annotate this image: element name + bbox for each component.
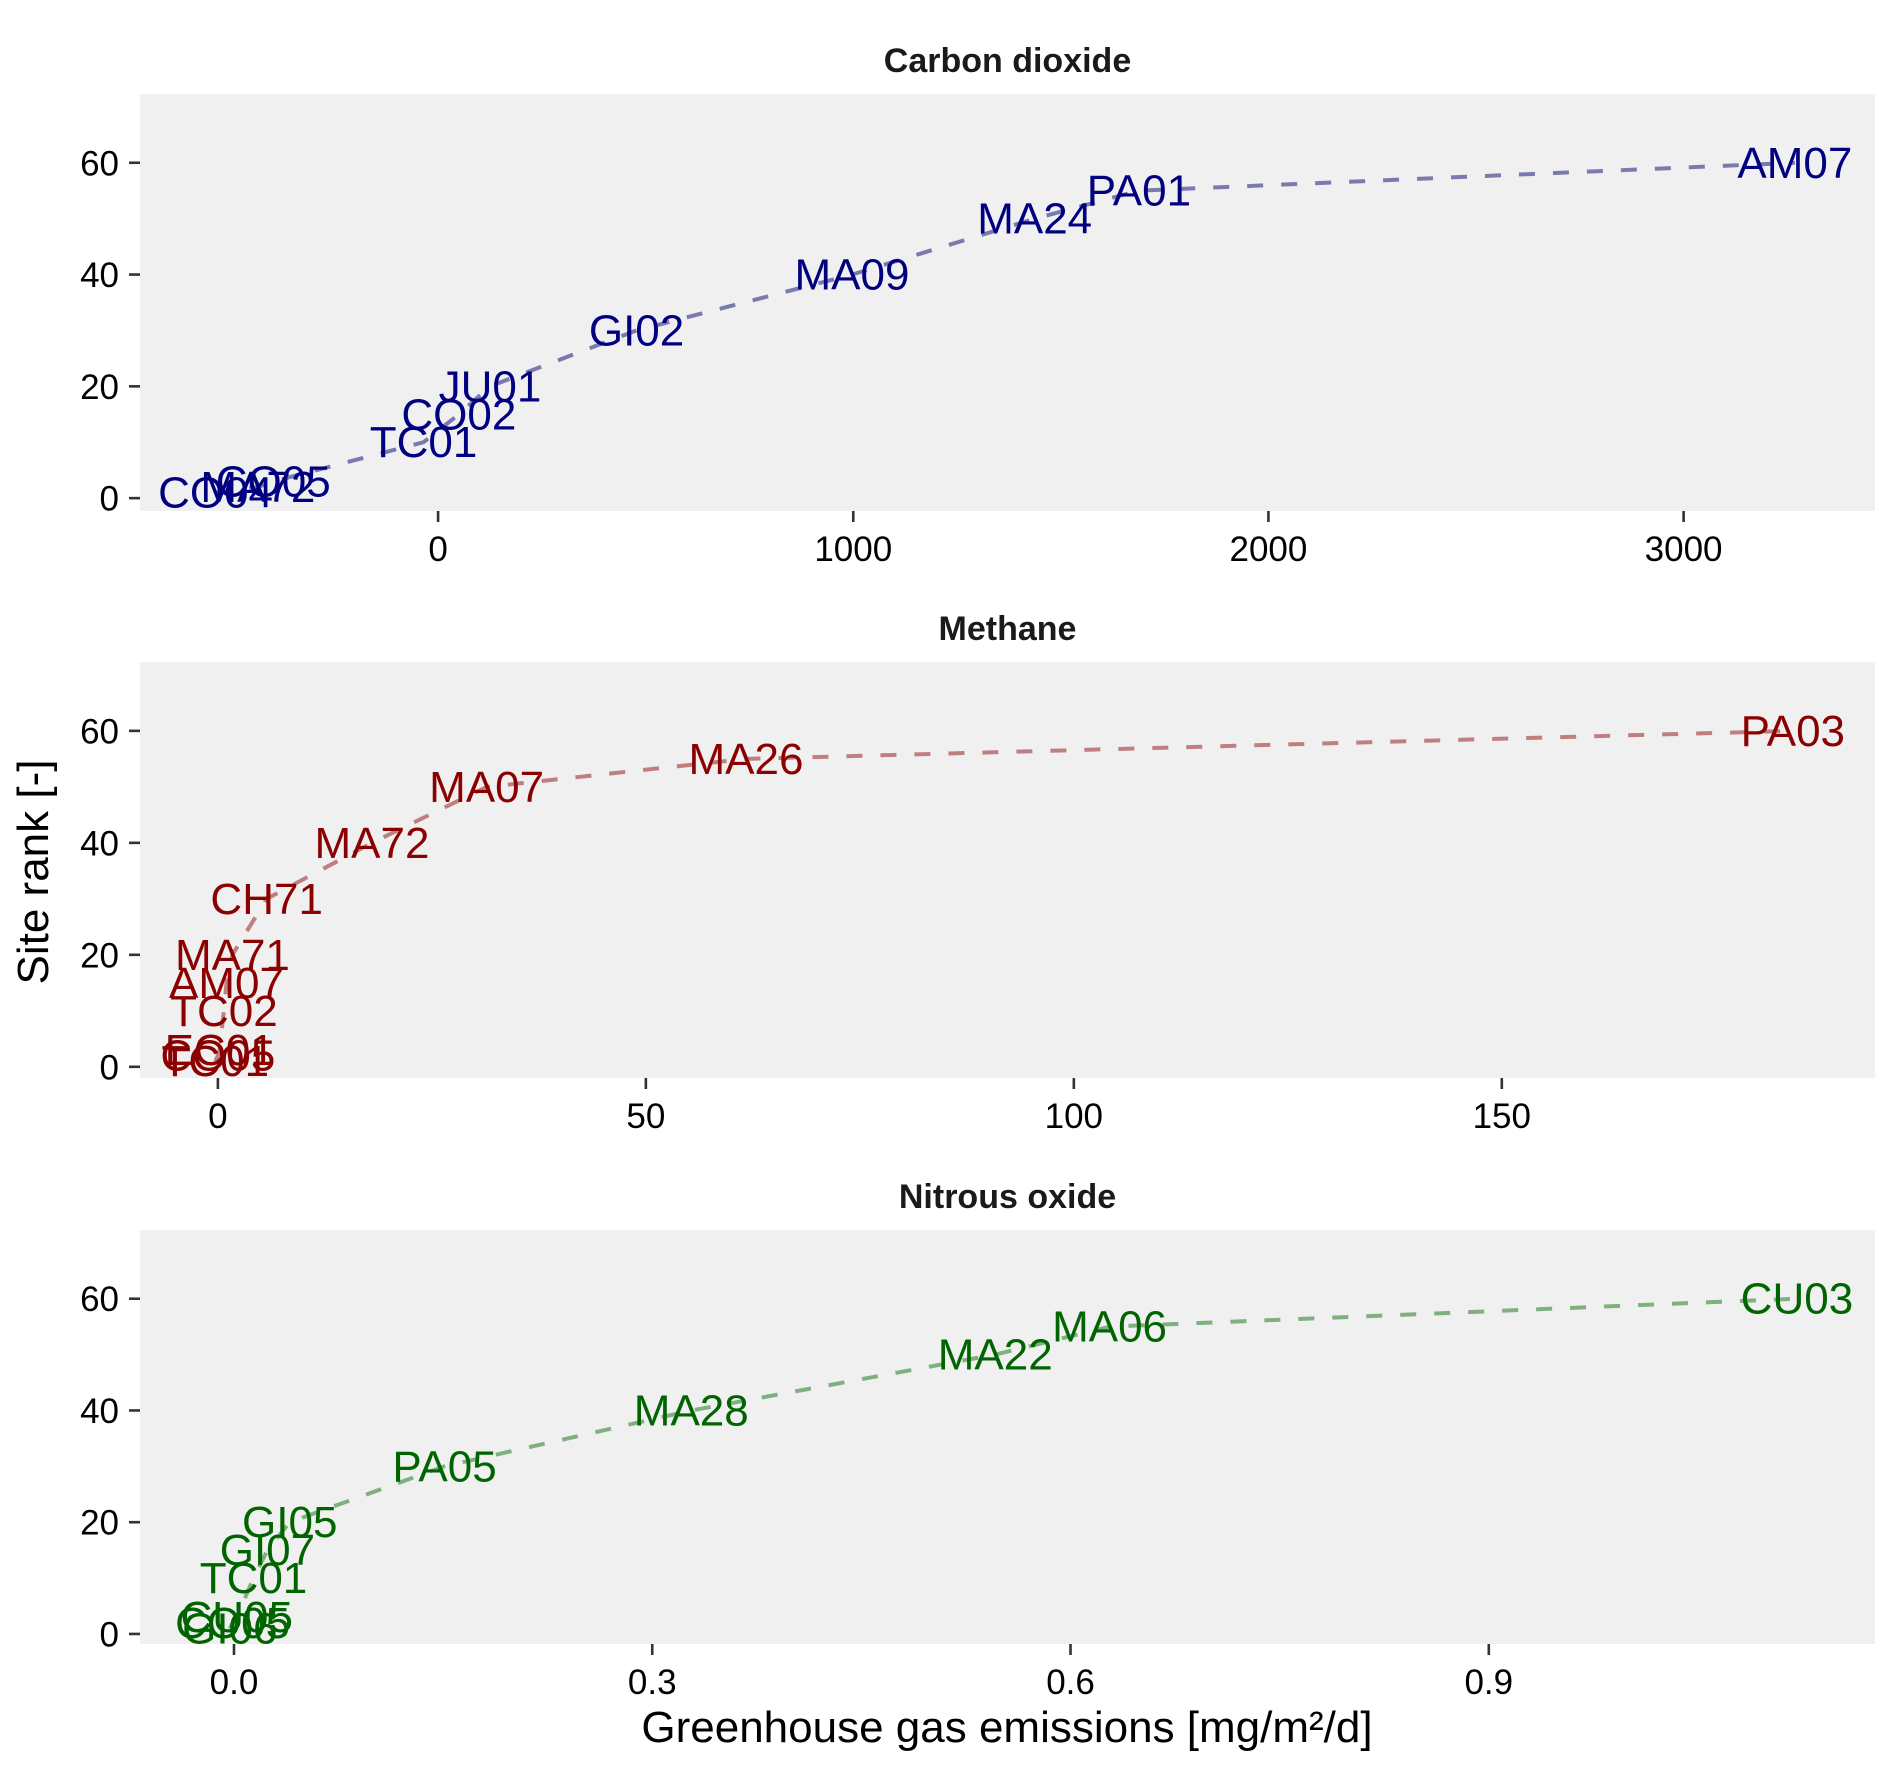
panel-background-co2 (140, 94, 1875, 511)
point-label: MA28 (634, 1386, 749, 1435)
point-label: CH71 (210, 875, 323, 924)
y-axis-title: Site rank [-] (9, 760, 58, 985)
x-tick-label: 0.9 (1464, 1663, 1513, 1702)
y-tick-label: 20 (80, 368, 119, 407)
panel-background-n2o (140, 1230, 1875, 1644)
point-label: TC01 (162, 1037, 270, 1086)
x-tick-label: 3000 (1645, 530, 1723, 569)
x-tick-label: 0.3 (628, 1663, 677, 1702)
y-tick-label: 20 (80, 936, 119, 975)
point-label: GI07 (220, 1526, 315, 1575)
y-tick-label: 60 (80, 144, 119, 183)
panel-title-n2o: Nitrous oxide (899, 1178, 1116, 1216)
point-label: GI02 (589, 306, 684, 355)
point-label: PA03 (1741, 707, 1845, 756)
point-label: CO05 (175, 1599, 290, 1648)
facet-panel-ch4: Methane 0 20 40 60 0 50 100 150 TC01CO05EC01TC02… (80, 610, 1875, 1136)
point-label: PA01 (1087, 167, 1191, 216)
point-label: CO05 (216, 457, 331, 506)
point-label: GI06 (182, 1604, 277, 1653)
point-label: MA07 (429, 763, 544, 812)
x-tick-label: 0.6 (1046, 1663, 1095, 1702)
point-label: CO04 (158, 469, 273, 518)
x-tick-label: 1000 (814, 530, 892, 569)
y-tick-label: 0 (100, 480, 119, 519)
point-label: CO02 (401, 390, 516, 439)
point-label: CU05 (181, 1593, 294, 1642)
y-tick-label: 20 (80, 1504, 119, 1543)
point-label: AM07 (169, 959, 284, 1008)
y-tick-label: 0 (100, 1048, 119, 1087)
series-line-ch4 (213, 728, 1793, 1063)
y-tick-label: 60 (80, 712, 119, 751)
point-label: MA71 (175, 931, 290, 980)
panel-title-co2: Carbon dioxide (884, 42, 1131, 80)
point-label: EC01 (165, 1026, 275, 1075)
y-tick-label: 0 (100, 1615, 119, 1654)
point-label: TC02 (170, 987, 278, 1036)
point-label: CO05 (160, 1032, 275, 1081)
x-tick-label: 150 (1473, 1097, 1531, 1136)
point-label: CU03 (1741, 1275, 1854, 1324)
point-label: TC01 (370, 418, 478, 467)
point-label: MA26 (689, 735, 804, 784)
point-label: MA24 (977, 195, 1092, 244)
point-label: MA06 (1052, 1303, 1167, 1352)
series-line-n2o (228, 1296, 1797, 1630)
point-label: PA05 (392, 1442, 496, 1491)
point-label: MA22 (938, 1331, 1053, 1380)
y-tick-label: 40 (80, 256, 119, 295)
x-tick-label: 0.0 (210, 1663, 259, 1702)
y-tick-label: 40 (80, 824, 119, 863)
point-label: GI05 (242, 1498, 337, 1547)
y-tick-label: 40 (80, 1392, 119, 1431)
point-label: MA72 (314, 819, 429, 868)
x-tick-label: 50 (626, 1097, 665, 1136)
point-label: JU01 (439, 362, 542, 411)
facet-panel-n2o: Nitrous oxide 0 20 40 60 0.0 0.3 0.6 0.9 GI06CO0… (80, 1178, 1875, 1702)
y-tick-label: 60 (80, 1280, 119, 1319)
x-tick-label: 0 (428, 530, 447, 569)
x-tick-label: 100 (1045, 1097, 1103, 1136)
x-axis-title: Greenhouse gas emissions [mg/m²/d] (641, 1703, 1372, 1752)
x-tick-label: 2000 (1229, 530, 1307, 569)
x-tick-label: 0 (208, 1097, 227, 1136)
panel-title-ch4: Methane (939, 610, 1077, 648)
point-label: TC01 (200, 1554, 308, 1603)
panel-background-ch4 (140, 662, 1875, 1078)
point-label: AM07 (1737, 139, 1852, 188)
point-label: MA72 (200, 463, 315, 512)
point-label: MA09 (795, 251, 910, 300)
